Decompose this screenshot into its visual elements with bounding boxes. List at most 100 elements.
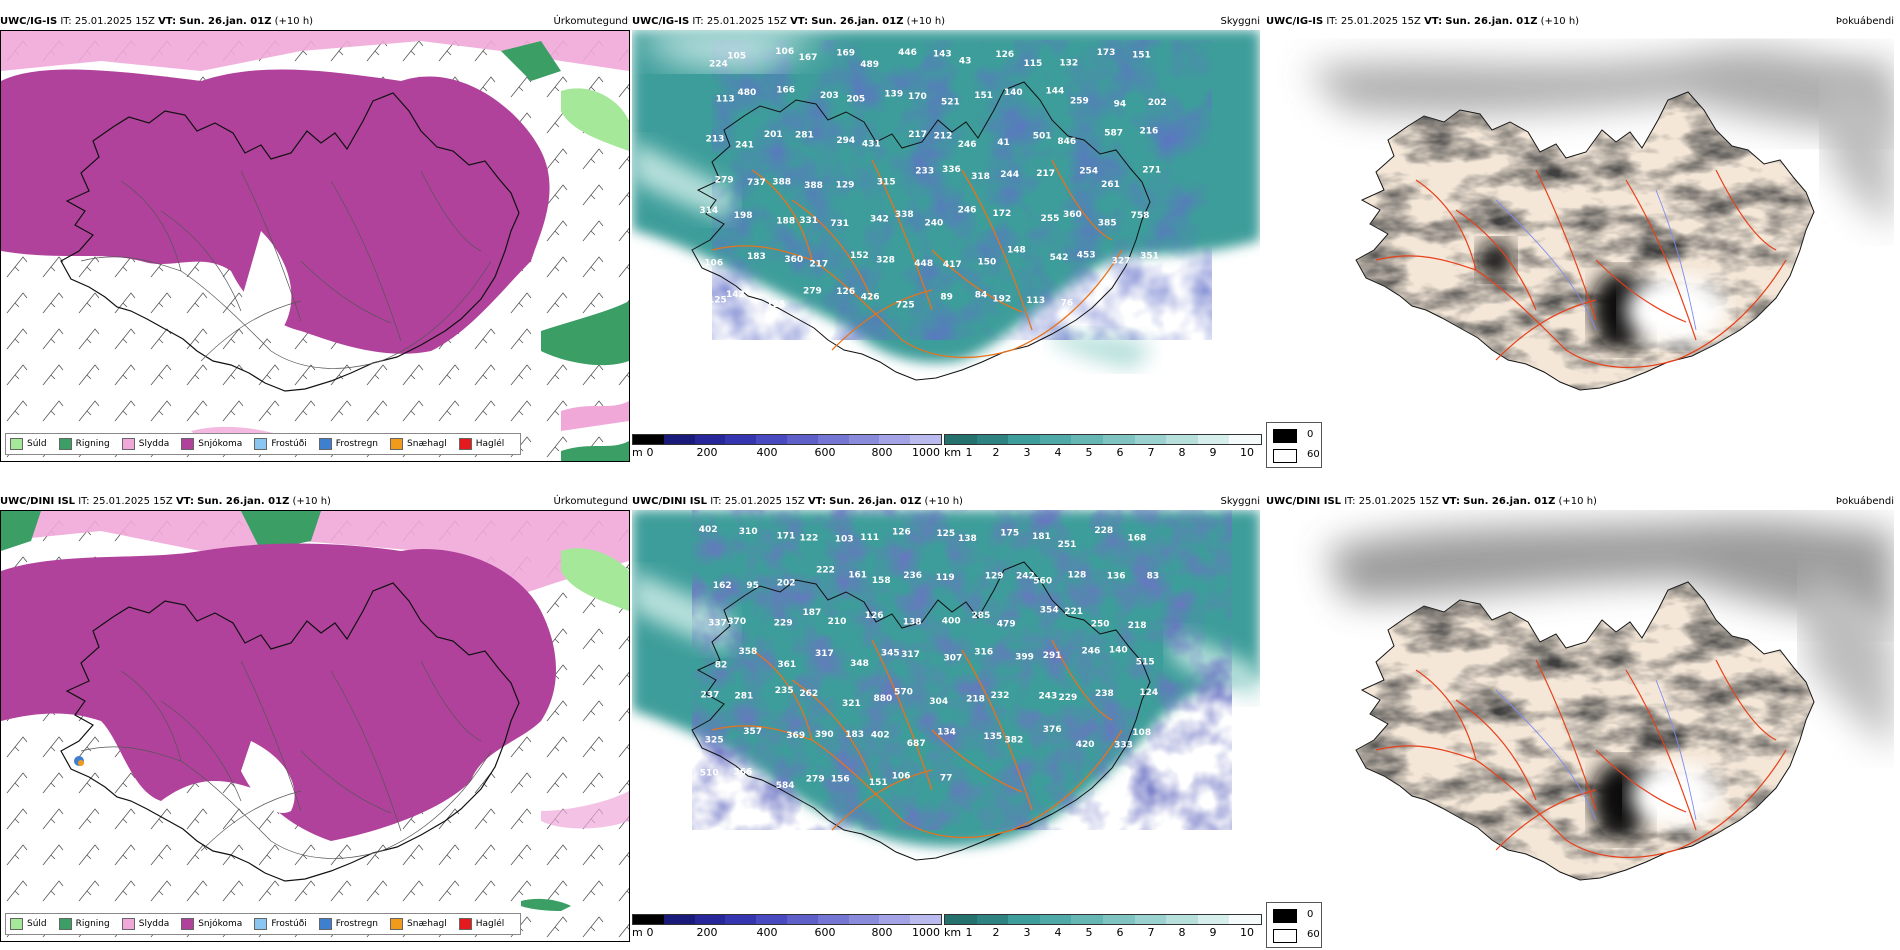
cloud-base-label: 376 [1043, 725, 1062, 735]
cloud-base-label: 106 [892, 771, 911, 781]
vt-label: VT: [1441, 496, 1460, 507]
cloud-base-label: 138 [903, 617, 922, 627]
cloud-base-label: 76 [1061, 299, 1074, 309]
cloud-base-label: 105 [727, 51, 746, 61]
cloud-base-label: 285 [972, 611, 991, 621]
cloud-base-label: 217 [809, 260, 828, 270]
cloud-base-colorbar: m 0 200 400 600 800 1000 [632, 914, 942, 939]
vt-value: Sun. 26.jan. 01Z [811, 16, 904, 27]
cloud-base-label: 417 [943, 260, 962, 270]
fog-panel-2: UWC/DINI ISL IT: 25.01.2025 15Z VT: Sun.… [1266, 494, 1896, 948]
cloud-base-label: 115 [1024, 59, 1043, 69]
lead-time: (+10 h) [292, 496, 331, 507]
cloud-base-label: 134 [937, 728, 956, 738]
cloud-base-label: 233 [915, 167, 934, 177]
cloud-base-label: 279 [803, 287, 822, 297]
cloud-base-label: 318 [971, 172, 990, 182]
model-name: UWC/IG-IS [632, 16, 690, 27]
cloud-base-label: 94 [1114, 100, 1127, 110]
cloud-base-label: 216 [1140, 127, 1159, 137]
cloud-base-label: 480 [738, 88, 757, 98]
colorbar-tick: 2 [992, 926, 1000, 939]
colorbar-tick: 1000 [912, 446, 940, 459]
visibility-map[interactable]: 224 105 106 167 169 489 446 143 43 126 115 132 173 15… [632, 30, 1260, 460]
cloud-base-label: 122 [800, 534, 819, 544]
model-name: UWC/DINI ISL [632, 496, 708, 507]
cloud-base-label: 262 [799, 689, 818, 699]
panel-header: UWC/DINI ISL IT: 25.01.2025 15Z VT: Sun.… [632, 494, 1262, 510]
cloud-base-label: 126 [836, 287, 855, 297]
lead-time: (+10 h) [1558, 496, 1597, 507]
vt-label: VT: [807, 496, 826, 507]
it-label: IT: [1344, 496, 1356, 507]
legend-label: Snæhagl [407, 919, 447, 929]
legend-item: Rigning [58, 918, 110, 930]
cloud-base-label: 307 [944, 653, 963, 663]
cloud-base-label: 521 [941, 98, 960, 108]
it-value: 25.01.2025 15Z [1358, 496, 1439, 507]
colorbar-tick: 600 [814, 446, 836, 459]
colorbar-tick: 800 [871, 446, 893, 459]
colorbar-tick: 600 [814, 926, 836, 939]
model-name: UWC/DINI ISL [1266, 496, 1342, 507]
legend-item: Haglél [458, 438, 504, 450]
fog-map[interactable] [1266, 510, 1894, 940]
cloud-base-label: 106 [704, 259, 723, 269]
precip-map[interactable]: Súld Rigning Slydda Snjókoma Frostúði Fr… [0, 30, 630, 462]
cloud-base-label: 354 [1040, 606, 1059, 616]
cloud-base-label: 173 [1097, 48, 1116, 58]
cloud-base-label: 402 [871, 731, 890, 741]
legend-item: Snjókoma [181, 438, 242, 450]
fog-legend: 0 60 [1266, 422, 1322, 468]
cloud-base-label: 291 [1043, 651, 1062, 661]
panel-header: UWC/IG-IS IT: 25.01.2025 15Z VT: Sun. 26… [632, 14, 1262, 30]
colorbar-tick: 9 [1209, 446, 1217, 459]
vt-value: Sun. 26.jan. 01Z [1445, 16, 1538, 27]
cloud-base-label: 210 [828, 617, 847, 627]
cloud-base-label: 218 [1128, 621, 1147, 631]
cloud-base-label: 310 [739, 527, 758, 537]
cloud-base-label: 453 [1077, 251, 1096, 261]
cloud-base-label: 880 [874, 694, 893, 704]
legend-item: Haglél [458, 918, 504, 930]
legend-label: Frostúði [271, 919, 307, 929]
colorbar-tick: 4 [1054, 926, 1062, 939]
colorbar-tick: 2 [992, 446, 1000, 459]
cloud-base-label: 333 [1114, 741, 1133, 751]
panel-title: Úrkomutegund [553, 16, 628, 27]
cloud-base-label: 221 [1064, 607, 1083, 617]
colorbar-tick: 6 [1116, 926, 1124, 939]
cloud-base-label: 388 [804, 181, 823, 191]
cloud-base-label: 243 [1039, 692, 1058, 702]
visibility-panel-2: UWC/DINI ISL IT: 25.01.2025 15Z VT: Sun.… [632, 494, 1262, 946]
cloud-base-label: 142 [726, 290, 745, 300]
cloud-base-label: 357 [743, 727, 762, 737]
cloud-base-label: 501 [1033, 132, 1052, 142]
cloud-base-label: 317 [815, 649, 834, 659]
panel-header: UWC/DINI ISL IT: 25.01.2025 15Z VT: Sun.… [0, 494, 630, 510]
cloud-base-label: 294 [836, 136, 855, 146]
fog-map[interactable] [1266, 30, 1894, 460]
cloud-base-label: 213 [706, 134, 725, 144]
legend-label: Snjókoma [198, 919, 243, 929]
precip-map[interactable]: Súld Rigning Slydda Snjókoma Frostúði Fr… [0, 510, 630, 942]
cloud-base-label: 212 [934, 131, 953, 141]
precip-legend: Súld Rigning Slydda Snjókoma Frostúði Fr… [5, 433, 522, 455]
cloud-base-label: 337 [708, 618, 727, 628]
colorbar-tick: 3 [1023, 926, 1031, 939]
cloud-base-label: 188 [776, 216, 795, 226]
colorbar-tick: 7 [1147, 926, 1155, 939]
cloud-base-label: 325 [705, 735, 724, 745]
legend-item: Slydda [121, 438, 169, 450]
vt-value: Sun. 26.jan. 01Z [1463, 496, 1556, 507]
cloud-base-label: 327 [1112, 257, 1131, 267]
panel-title: Skyggni [1220, 16, 1260, 27]
cloud-base-label: 139 [884, 89, 903, 99]
cloud-base-label: 236 [903, 571, 922, 581]
visibility-map[interactable]: 402 310 171 122 103 111 126 125 138 175 181 251 228 1… [632, 510, 1260, 940]
cloud-base-label: 238 [1095, 689, 1114, 699]
legend-label: Súld [27, 439, 47, 449]
cloud-base-label: 113 [716, 95, 735, 105]
colorbar-tick: 3 [1023, 446, 1031, 459]
